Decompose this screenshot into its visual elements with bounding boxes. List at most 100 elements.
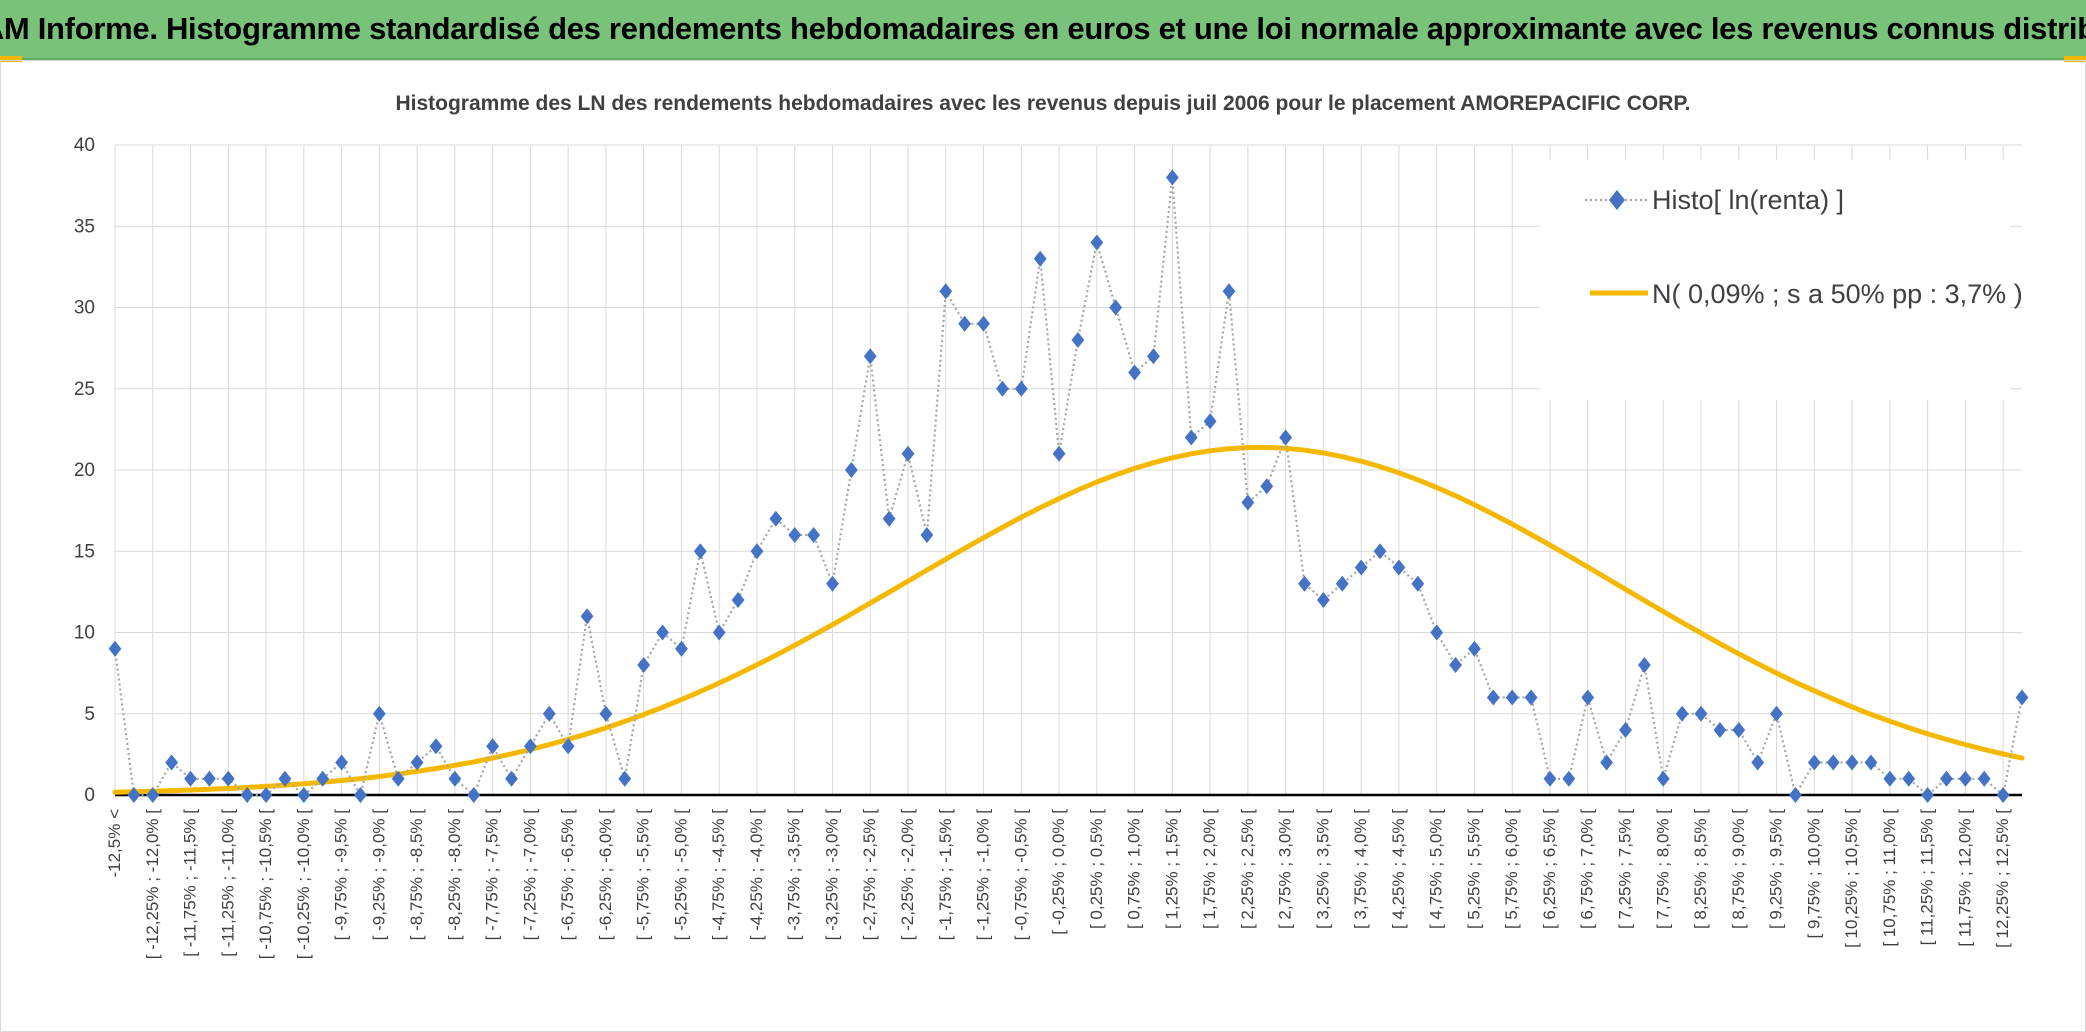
histogram-point (1184, 429, 1198, 446)
histogram-point (1260, 478, 1274, 495)
histogram-point (1354, 559, 1368, 576)
x-tick-label: [ -1,75% ; -1,5% [ (936, 809, 955, 941)
histogram-point (1694, 705, 1708, 722)
histogram-point (1052, 445, 1066, 462)
x-tick-label: [ 5,25% ; 5,5% [ (1464, 809, 1483, 929)
x-tick-label: [ -2,25% ; -2,0% [ (898, 809, 917, 941)
histogram-point (693, 543, 707, 560)
histogram-point (1902, 770, 1916, 787)
y-tick-label: 15 (74, 541, 95, 562)
histogram-point (731, 592, 745, 608)
x-tick-label: [ 7,75% ; 8,0% [ (1653, 809, 1672, 929)
histogram-point (788, 527, 802, 543)
banner-corner-right (2064, 56, 2086, 62)
histogram-point (1770, 705, 1783, 722)
histogram-point (1732, 722, 1746, 738)
histogram-point (1090, 234, 1104, 251)
x-tick-label: [ -8,25% ; -8,0% [ (445, 809, 464, 941)
x-tick-label: [ 10,25% ; 10,5% [ (1842, 809, 1861, 948)
x-tick-label: [ 2,75% ; 3,0% [ (1276, 809, 1295, 929)
histogram-point (1524, 689, 1538, 706)
y-tick-label: 0 (84, 785, 95, 806)
histogram-point (1203, 413, 1217, 430)
histogram-point (939, 283, 953, 300)
histogram-point (146, 787, 160, 803)
x-tick-label: [ 9,25% ; 9,5% [ (1767, 809, 1786, 929)
x-tick-label: [ -9,75% ; -9,5% [ (332, 809, 351, 941)
histogram-point (429, 738, 443, 755)
x-tick-label: [ -7,25% ; -7,0% [ (520, 809, 539, 941)
histogram-point (920, 527, 934, 543)
x-tick-label: [ 10,75% ; 11,0% [ (1880, 809, 1899, 947)
histogram-point (391, 770, 405, 787)
banner-corner-left (0, 56, 22, 62)
histogram-point (127, 787, 141, 803)
x-tick-label: [ -7,75% ; -7,5% [ (483, 809, 502, 941)
y-tick-label: 25 (74, 379, 95, 400)
y-tick-label: 10 (74, 623, 95, 644)
histogram-point (410, 754, 424, 771)
histogram-point (523, 738, 537, 755)
histogram-point (1411, 575, 1425, 592)
histogram-point (1165, 169, 1179, 186)
x-tick-label: [ -10,25% ; -10,0% [ (294, 809, 313, 960)
histogram-point (1656, 770, 1670, 787)
legend-normal-label: N( 0,09% ; s a 50% pp : 3,7% ) (1652, 279, 2023, 309)
histogram-point (1109, 299, 1123, 316)
x-tick-label: [ 12,25% ; 12,5% [ (1993, 809, 2012, 948)
x-tick-label: [ 8,75% ; 9,0% [ (1729, 809, 1748, 929)
histogram-point (1996, 787, 2010, 803)
x-tick-label: [ -0,25% ; 0,0% [ (1049, 809, 1068, 935)
histogram-point (1298, 575, 1311, 592)
y-tick-label: 35 (74, 216, 95, 237)
legend-histogram-marker (1609, 190, 1625, 210)
histogram-point (958, 315, 972, 332)
x-tick-label: [ 2,25% ; 2,5% [ (1238, 809, 1257, 929)
x-tick-label: [ 0,75% ; 1,0% [ (1125, 809, 1144, 929)
histogram-point (882, 510, 896, 527)
histogram-point (769, 510, 783, 527)
histogram-point (1543, 770, 1557, 787)
histogram-point (1637, 657, 1651, 673)
histogram-point (1807, 754, 1821, 771)
histogram-point (1147, 348, 1160, 365)
x-tick-label: [ 3,25% ; 3,5% [ (1313, 809, 1332, 929)
histogram-point (165, 754, 179, 771)
histogram-point (1751, 754, 1765, 771)
y-tick-label: 20 (74, 460, 95, 481)
x-tick-label: [ -9,25% ; -9,0% [ (369, 809, 388, 941)
histogram-point (467, 787, 481, 803)
histogram-point (1033, 250, 1047, 267)
histogram-point (448, 770, 462, 787)
histogram-point (1486, 689, 1500, 706)
histogram-point (372, 705, 386, 722)
histogram-point (354, 787, 367, 803)
histogram-point (599, 705, 613, 722)
histogram-point (259, 787, 273, 803)
histogram-point (1222, 283, 1236, 300)
histogram-point (1505, 689, 1519, 706)
histogram-point (505, 770, 518, 787)
x-tick-label: [ 3,75% ; 4,0% [ (1351, 809, 1370, 929)
histogram-point (221, 770, 235, 787)
x-tick-label: [ -4,75% ; -4,5% [ (709, 809, 728, 941)
histogram-point (656, 624, 669, 641)
histogram-point (1940, 770, 1953, 787)
histogram-point (580, 608, 594, 625)
histogram-point (750, 543, 764, 560)
histogram-point (863, 348, 877, 365)
x-tick-label: [ 5,75% ; 6,0% [ (1502, 809, 1521, 929)
histogram-point (1279, 429, 1293, 446)
x-tick-label: [ 8,25% ; 8,5% [ (1691, 809, 1710, 929)
report-banner-title: ADAM Informe. Histogramme standardisé de… (0, 11, 2086, 46)
histogram-point (297, 787, 311, 803)
x-tick-label: [ 7,25% ; 7,5% [ (1615, 809, 1634, 929)
histogram-point (278, 770, 292, 787)
chart-series (108, 169, 2029, 803)
x-tick-label: [ 11,75% ; 12,0% [ (1955, 809, 1974, 947)
y-tick-label: 30 (74, 298, 95, 319)
histogram-point (1449, 657, 1462, 673)
histogram-point (1373, 543, 1387, 560)
histogram-point (901, 445, 915, 462)
normal-curve-line (112, 444, 2025, 795)
